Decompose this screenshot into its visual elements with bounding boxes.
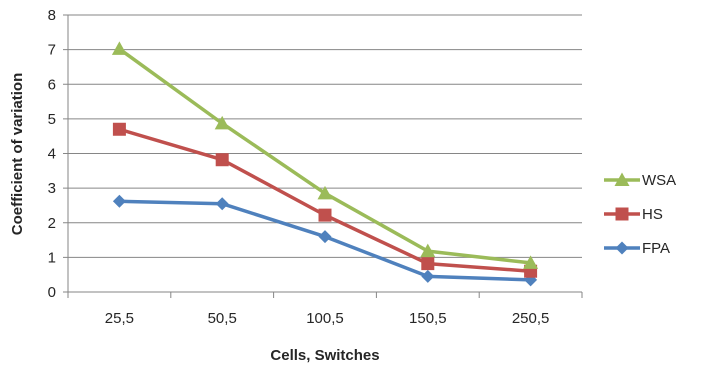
data-point-hs xyxy=(112,122,126,136)
gridlines xyxy=(63,14,582,293)
y-tick-labels: 0 1 2 3 4 5 6 7 8 xyxy=(48,7,56,301)
legend: WSA HS FPA xyxy=(604,172,676,257)
legend-label: WSA xyxy=(642,172,676,189)
data-point-hs xyxy=(421,257,435,271)
data-point-hs xyxy=(318,208,332,222)
data-point-fpa xyxy=(318,230,332,244)
axes xyxy=(67,15,582,293)
data-point-wsa xyxy=(111,41,127,55)
data-point-fpa xyxy=(215,197,229,211)
y-axis-title: Coefficient of variation xyxy=(9,73,26,236)
series-line-hs xyxy=(118,127,531,273)
y-tick-label: 2 xyxy=(48,215,56,232)
y-tick-label: 1 xyxy=(48,249,56,266)
y-tick-label: 3 xyxy=(48,180,56,197)
data-point-wsa xyxy=(317,185,333,200)
legend-item-wsa: WSA xyxy=(604,172,676,189)
legend-swatch-marker xyxy=(615,241,629,255)
legend-swatch-marker xyxy=(614,172,630,186)
data-point-wsa xyxy=(420,243,436,258)
x-axis-title: Cells, Switches xyxy=(270,347,379,364)
x-tick-label: 50,5 xyxy=(208,310,237,327)
data-point-fpa xyxy=(421,269,435,283)
y-tick-label: 6 xyxy=(48,76,56,93)
series-hs xyxy=(112,122,538,278)
series-layer xyxy=(111,41,539,287)
y-tick-label: 8 xyxy=(48,7,56,24)
x-tick-label: 150,5 xyxy=(409,310,447,327)
y-tick-label: 7 xyxy=(48,42,56,59)
legend-swatch-marker xyxy=(615,207,629,221)
series-fpa xyxy=(112,194,538,287)
x-tick-label: 25,5 xyxy=(105,310,134,327)
data-point-fpa xyxy=(112,194,126,208)
data-point-wsa xyxy=(523,255,539,269)
x-tick-labels: 25,5 50,5 100,5 150,5 250,5 xyxy=(67,292,583,327)
legend-label: FPA xyxy=(642,240,670,257)
data-point-wsa xyxy=(214,115,230,130)
x-tick-label: 250,5 xyxy=(512,310,550,327)
legend-item-fpa: FPA xyxy=(604,240,670,257)
legend-item-hs: HS xyxy=(604,206,663,223)
data-point-hs xyxy=(215,153,229,167)
series-wsa xyxy=(111,41,539,269)
legend-label: HS xyxy=(642,206,663,223)
y-tick-label: 0 xyxy=(48,284,56,301)
y-tick-label: 5 xyxy=(48,111,56,128)
y-tick-label: 4 xyxy=(48,146,56,163)
x-tick-label: 100,5 xyxy=(306,310,344,327)
